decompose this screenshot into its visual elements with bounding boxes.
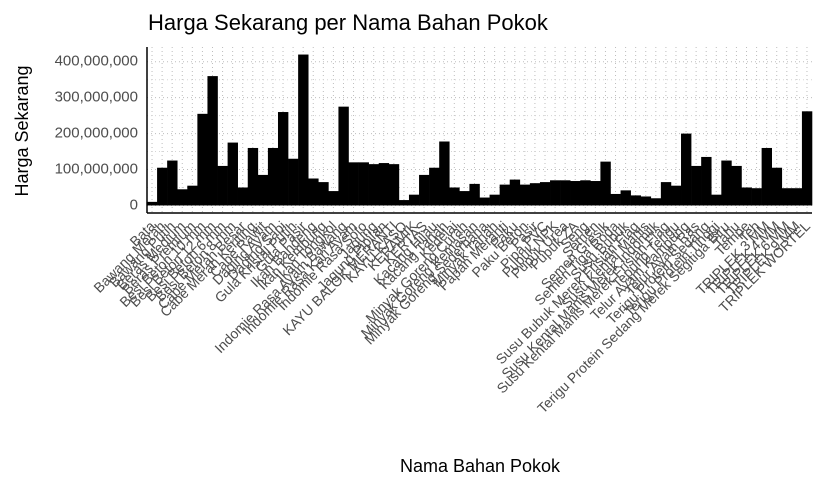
bar	[711, 194, 722, 206]
bar	[358, 162, 369, 206]
bar	[197, 113, 208, 206]
bar	[489, 194, 500, 206]
bar	[318, 182, 329, 206]
bar	[187, 185, 198, 206]
bar	[177, 189, 188, 206]
x-axis-title: Nama Bahan Pokok	[400, 456, 561, 476]
bar	[207, 76, 218, 206]
bar	[469, 183, 480, 206]
bar	[761, 147, 772, 206]
bar	[519, 184, 531, 206]
bar	[741, 187, 752, 206]
bar	[237, 187, 249, 206]
y-tick-label: 100,000,000	[55, 160, 138, 177]
bar	[620, 190, 631, 206]
bar	[449, 187, 460, 206]
y-tick-label: 200,000,000	[55, 125, 138, 142]
bar	[217, 165, 228, 206]
bar	[660, 182, 672, 206]
bar	[550, 180, 561, 206]
bar	[650, 198, 662, 206]
bar	[419, 174, 430, 206]
bar	[701, 156, 712, 206]
bar	[328, 191, 339, 206]
bar	[459, 191, 470, 206]
bar	[368, 164, 380, 206]
bar	[630, 195, 642, 206]
bar	[398, 200, 410, 206]
bar	[378, 163, 390, 206]
bar	[509, 179, 521, 206]
y-axis-title: Harga Sekarang	[12, 65, 32, 196]
bar	[590, 181, 601, 206]
bar	[388, 164, 400, 206]
bar	[570, 181, 581, 206]
bar	[731, 165, 742, 206]
bar	[277, 112, 289, 206]
bar	[227, 142, 238, 206]
bar	[539, 182, 551, 206]
bar	[580, 180, 591, 206]
bar	[288, 158, 299, 206]
bar	[771, 167, 783, 206]
bar	[157, 167, 168, 206]
bar	[267, 147, 279, 206]
bar	[721, 160, 732, 206]
chart-title: Harga Sekarang per Nama Bahan Pokok	[148, 10, 549, 35]
y-tick-label: 300,000,000	[55, 89, 138, 106]
bar	[781, 188, 793, 206]
y-tick-label: 400,000,000	[55, 53, 138, 70]
bar	[247, 147, 259, 206]
bar	[479, 197, 490, 206]
bar	[298, 54, 309, 206]
bar	[439, 141, 450, 206]
bar	[600, 161, 611, 206]
bar	[791, 188, 803, 206]
bar	[751, 188, 762, 206]
bar	[640, 196, 652, 206]
y-tick-label: 0	[130, 196, 138, 213]
bar	[499, 184, 511, 206]
bar	[681, 133, 692, 206]
bar	[801, 111, 813, 206]
bar	[308, 178, 319, 206]
bar	[560, 180, 571, 206]
bar	[348, 162, 359, 206]
bar	[408, 194, 420, 206]
bar	[670, 185, 682, 206]
bar	[610, 193, 621, 206]
bar	[147, 201, 158, 206]
bar	[529, 183, 541, 206]
bar	[167, 160, 178, 206]
bar	[429, 167, 440, 206]
bar	[691, 165, 702, 206]
bar	[338, 106, 349, 206]
bar	[257, 174, 269, 206]
